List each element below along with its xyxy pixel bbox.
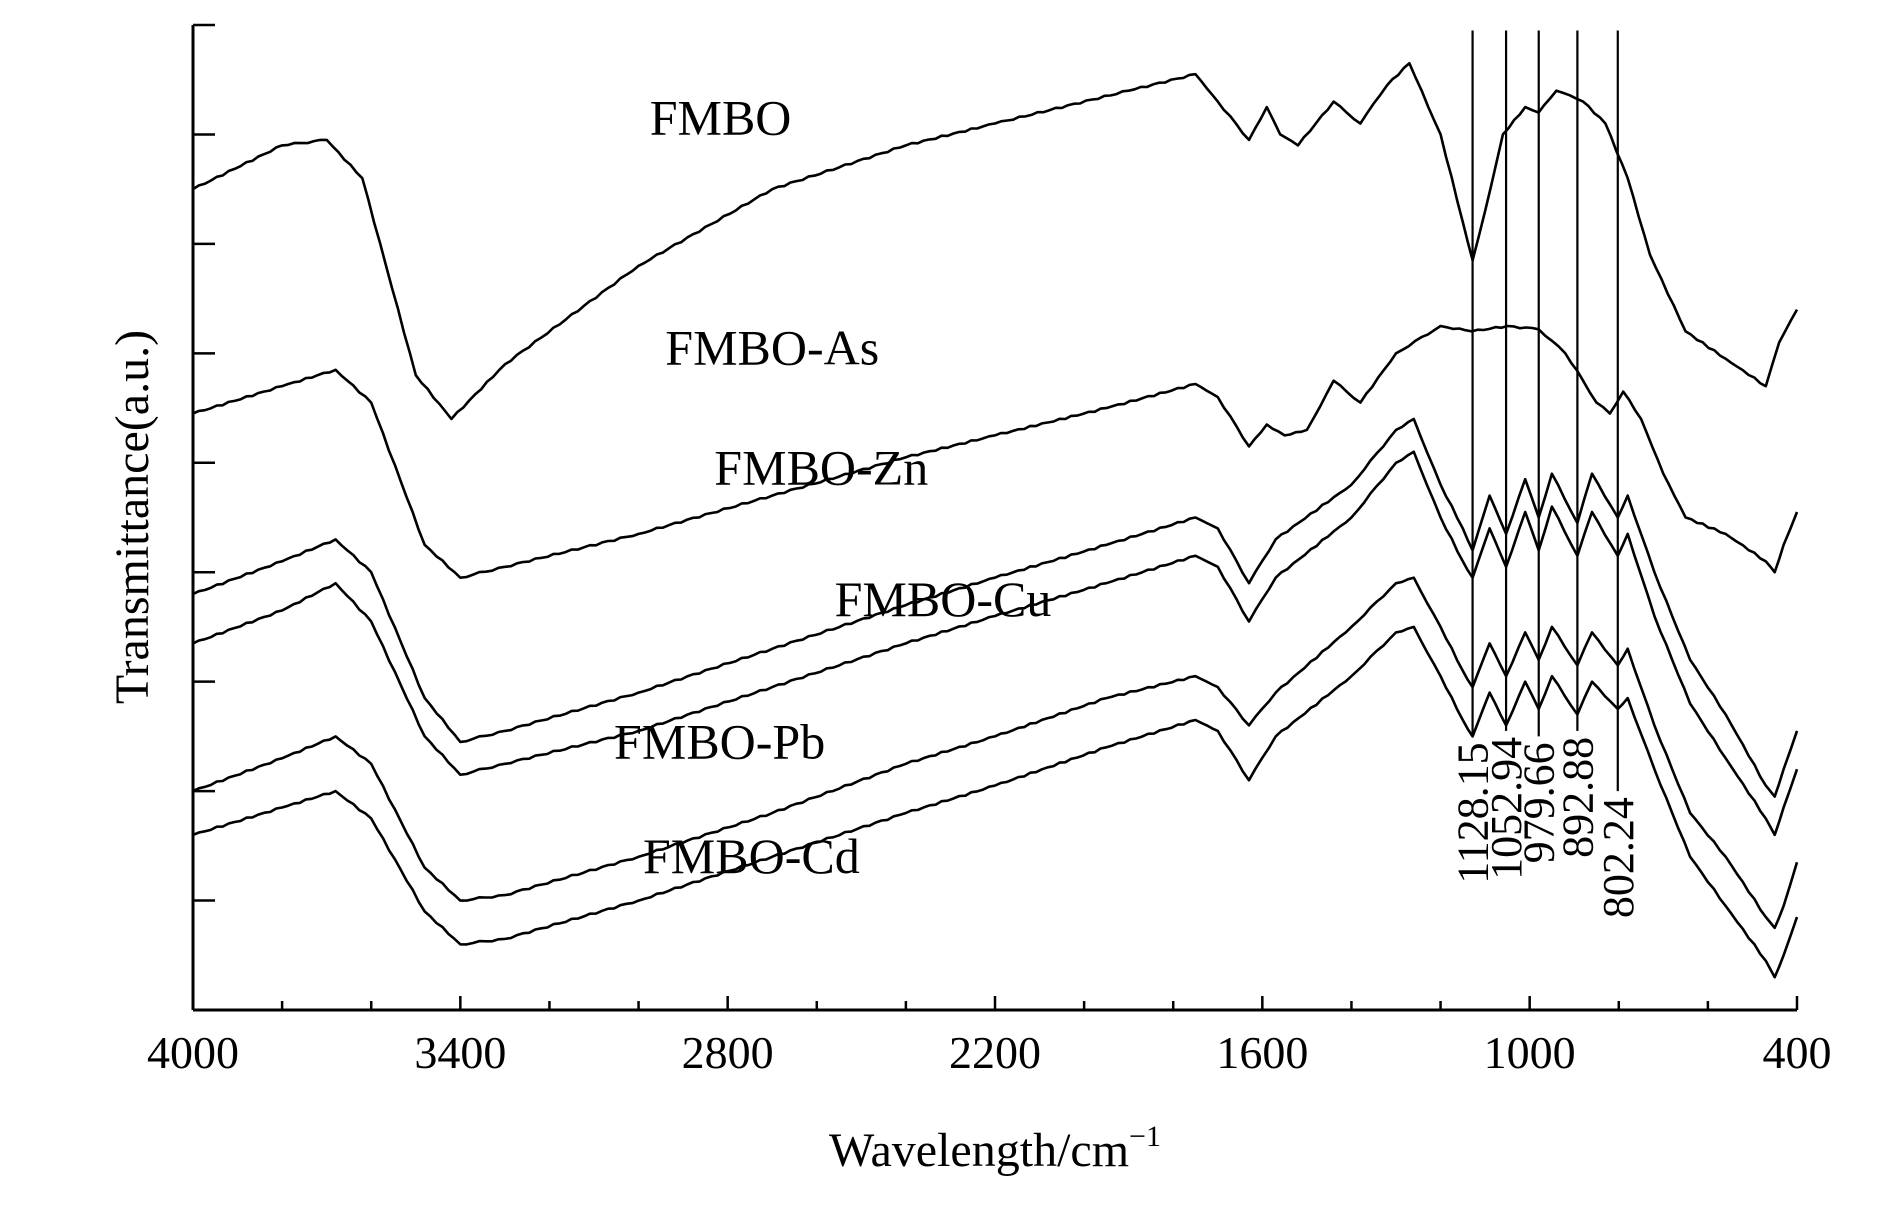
x-ticks: 4000 3400 2800 2200 1600 1000 400	[147, 996, 1832, 1078]
x-axis-title: Wavelength/cm−1	[829, 1120, 1161, 1177]
y-axis-title: Transmittance(a.u.)	[106, 330, 159, 704]
peak-label: 1128.15	[1449, 742, 1498, 883]
x-tick-label: 400	[1763, 1027, 1832, 1078]
series-line-fmbo-zn	[192, 417, 1799, 798]
x-tick-label: 2800	[682, 1027, 774, 1078]
series-label-fmbo: FMBO	[650, 89, 792, 145]
series-label-fmbo-cd: FMBO-Cd	[643, 828, 860, 884]
y-ticks	[193, 23, 215, 1012]
x-axis-title-text: Wavelength/cm	[829, 1124, 1129, 1177]
series-line-fmbo	[192, 62, 1799, 421]
series-label-fmbo-zn: FMBO-Zn	[714, 440, 928, 496]
series-line-fmbo-cd	[192, 625, 1799, 979]
series-line-fmbo-cu	[192, 450, 1799, 837]
peak-label: 892.88	[1553, 737, 1602, 858]
series-line-fmbo-as	[192, 324, 1799, 579]
x-tick-label: 1000	[1484, 1027, 1576, 1078]
x-axis-title-sup: −1	[1129, 1120, 1161, 1153]
x-tick-label: 1600	[1216, 1027, 1308, 1078]
series-label-fmbo-as: FMBO-As	[665, 319, 879, 375]
peak-label: 979.66	[1515, 742, 1564, 863]
x-tick-label: 2200	[949, 1027, 1041, 1078]
x-tick-label: 3400	[414, 1027, 506, 1078]
peak-label: 802.24	[1594, 797, 1643, 918]
series-label-fmbo-pb: FMBO-Pb	[614, 713, 825, 769]
series-line-fmbo-pb	[192, 576, 1799, 930]
peak-label: 1052.94	[1482, 737, 1531, 880]
series-labels-group: FMBO FMBO-As FMBO-Zn FMBO-Cu FMBO-Pb FMBO-Cd	[614, 89, 1051, 884]
series-group	[192, 62, 1799, 979]
x-tick-label: 4000	[147, 1027, 239, 1078]
series-label-fmbo-cu: FMBO-Cu	[835, 571, 1052, 627]
